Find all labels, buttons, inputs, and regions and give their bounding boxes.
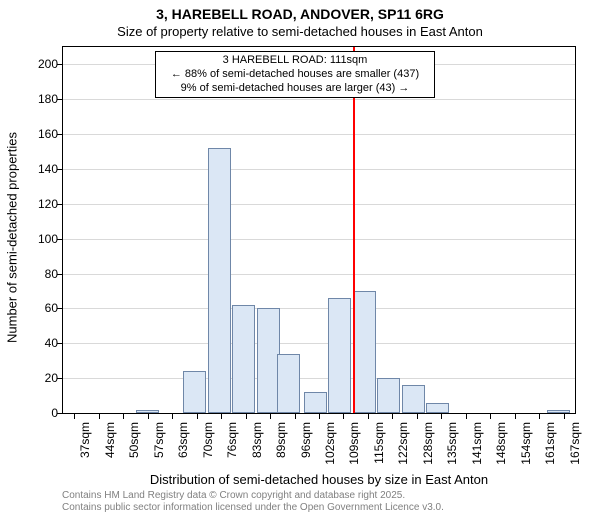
x-tick-label: 154sqm [519,422,533,482]
footnote-line2: Contains public sector information licen… [62,502,444,513]
histogram-bar [377,378,400,413]
histogram-bar [183,371,206,413]
x-tick-label: 135sqm [445,422,459,482]
x-tick-mark [148,414,149,419]
x-tick-mark [490,414,491,419]
y-tick-mark [57,308,62,309]
y-tick-label: 80 [18,267,58,281]
x-tick-mark [172,414,173,419]
y-tick-label: 200 [18,57,58,71]
histogram-bar [136,410,159,413]
x-tick-label: 109sqm [347,422,361,482]
annotation-box: 3 HAREBELL ROAD: 111sqm← 88% of semi-det… [155,51,435,98]
y-tick-mark [57,378,62,379]
gridline [63,169,575,170]
annotation-line: 3 HAREBELL ROAD: 111sqm [160,54,430,68]
x-tick-mark [270,414,271,419]
x-tick-label: 96sqm [299,422,313,482]
y-tick-label: 0 [18,406,58,420]
histogram-bar [328,298,351,413]
histogram-chart: 3, HAREBELL ROAD, ANDOVER, SP11 6RG Size… [0,0,600,500]
x-tick-label: 70sqm [201,422,215,482]
x-tick-mark [515,414,516,419]
x-tick-label: 76sqm [225,422,239,482]
gridline [63,204,575,205]
histogram-bar [547,410,570,413]
x-tick-mark [539,414,540,419]
gridline [63,134,575,135]
x-tick-label: 161sqm [543,422,557,482]
x-tick-label: 148sqm [494,422,508,482]
x-tick-mark [99,414,100,419]
x-tick-mark [343,414,344,419]
histogram-bar [277,354,300,413]
x-tick-mark [466,414,467,419]
reference-line [353,47,355,413]
y-tick-mark [57,239,62,240]
chart-title: 3, HAREBELL ROAD, ANDOVER, SP11 6RG [0,6,600,22]
histogram-bar [208,148,231,413]
gridline [63,308,575,309]
y-tick-mark [57,274,62,275]
x-tick-label: 57sqm [152,422,166,482]
y-tick-mark [57,99,62,100]
histogram-bar [232,305,255,413]
plot-area: 3 HAREBELL ROAD: 111sqm← 88% of semi-det… [62,46,576,414]
x-tick-mark [74,414,75,419]
x-tick-mark [392,414,393,419]
y-tick-label: 100 [18,232,58,246]
histogram-bar [402,385,425,413]
gridline [63,274,575,275]
x-tick-mark [441,414,442,419]
x-tick-mark [564,414,565,419]
histogram-bar [353,291,376,413]
x-tick-label: 122sqm [396,422,410,482]
histogram-bar [257,308,280,413]
x-tick-label: 102sqm [323,422,337,482]
x-tick-mark [295,414,296,419]
y-tick-label: 180 [18,92,58,106]
chart-subtitle: Size of property relative to semi-detach… [0,24,600,39]
y-tick-mark [57,413,62,414]
y-tick-label: 20 [18,371,58,385]
x-tick-label: 89sqm [274,422,288,482]
y-tick-label: 120 [18,197,58,211]
y-tick-mark [57,64,62,65]
x-tick-label: 167sqm [568,422,582,482]
x-tick-mark [417,414,418,419]
histogram-bar [304,392,327,413]
x-tick-label: 141sqm [470,422,484,482]
x-tick-mark [246,414,247,419]
y-tick-label: 40 [18,336,58,350]
annotation-line: 9% of semi-detached houses are larger (4… [160,82,430,96]
y-tick-mark [57,204,62,205]
x-tick-label: 63sqm [176,422,190,482]
gridline [63,99,575,100]
x-tick-label: 37sqm [78,422,92,482]
x-tick-mark [197,414,198,419]
x-tick-label: 128sqm [421,422,435,482]
annotation-line: ← 88% of semi-detached houses are smalle… [160,68,430,82]
x-tick-label: 83sqm [250,422,264,482]
gridline [63,378,575,379]
y-tick-label: 160 [18,127,58,141]
gridline [63,239,575,240]
x-tick-mark [123,414,124,419]
y-tick-mark [57,343,62,344]
y-tick-label: 140 [18,162,58,176]
footnote-line1: Contains HM Land Registry data © Crown c… [62,490,405,501]
y-tick-mark [57,169,62,170]
y-tick-mark [57,134,62,135]
x-tick-label: 44sqm [103,422,117,482]
x-tick-label: 115sqm [372,422,386,482]
histogram-bar [426,403,449,413]
y-tick-label: 60 [18,301,58,315]
x-tick-label: 50sqm [127,422,141,482]
x-tick-mark [319,414,320,419]
x-tick-mark [221,414,222,419]
x-tick-mark [368,414,369,419]
gridline [63,343,575,344]
